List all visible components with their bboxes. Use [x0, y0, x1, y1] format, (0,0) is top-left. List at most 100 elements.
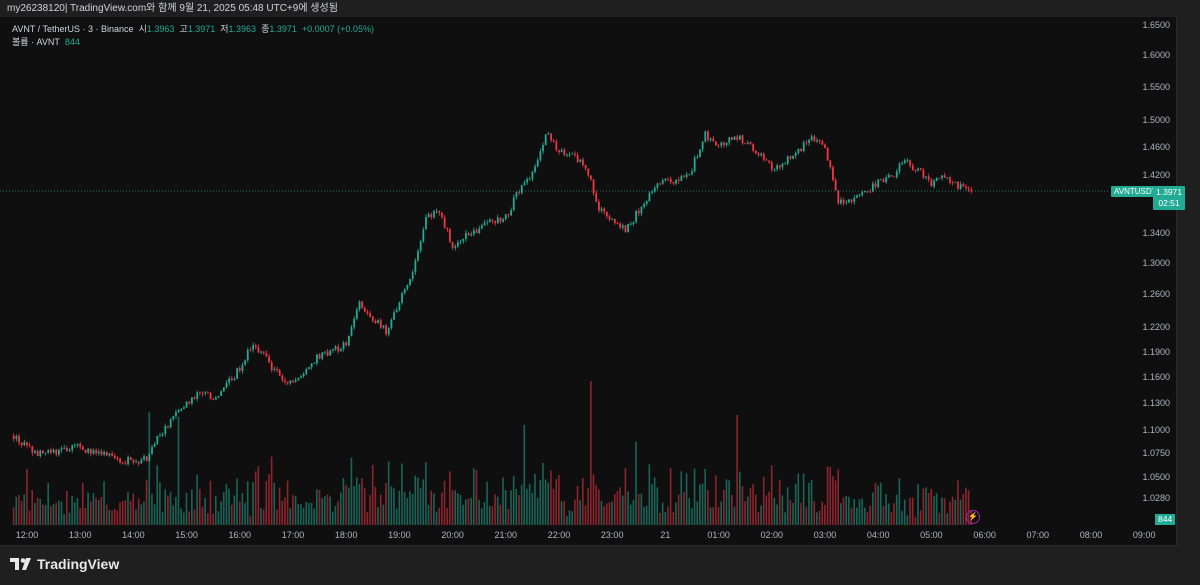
time-tick: 19:00 [388, 530, 411, 540]
candle-body [377, 320, 380, 323]
candle-body [417, 250, 419, 261]
volume-bar [707, 490, 709, 525]
volume-bar [214, 495, 217, 525]
candle-body [12, 435, 15, 439]
volume-bar [512, 475, 515, 525]
volume-bar [842, 497, 845, 525]
volume-bar [627, 491, 629, 525]
candle-body [15, 436, 18, 439]
close-label: 종 [261, 24, 270, 34]
candle-body [677, 179, 680, 182]
candle-body [688, 174, 691, 175]
volume-bar [645, 505, 648, 525]
candlestick-chart[interactable] [0, 17, 1176, 545]
volume-bar [350, 457, 353, 525]
volume-bar [326, 494, 329, 525]
candle-body [100, 451, 103, 455]
volume-bar [268, 474, 270, 525]
candle-body [784, 163, 786, 165]
volume-bar [752, 484, 754, 525]
candle-body [23, 442, 26, 446]
candle-body [943, 175, 946, 178]
volume-bar [403, 492, 406, 525]
candle-body [648, 192, 651, 202]
candle-body [701, 141, 704, 150]
volume-bar [643, 506, 645, 525]
volume-bar [741, 486, 744, 525]
volume-bar [159, 482, 161, 525]
candle-body [270, 362, 273, 370]
candle-body [592, 179, 595, 194]
volume-bar [393, 488, 395, 525]
volume-bar [717, 506, 720, 525]
candle-body [26, 442, 28, 446]
volume-bar [845, 496, 847, 525]
volume-bar [308, 502, 310, 525]
volume-bar [560, 501, 563, 525]
candle-body [528, 178, 531, 180]
candle-body [869, 191, 872, 193]
volume-bar [294, 496, 297, 525]
candle-body [71, 445, 74, 451]
volume-bar [848, 496, 850, 525]
candle-body [821, 141, 824, 145]
candle-body [699, 149, 701, 158]
volume-bar [590, 381, 592, 525]
volume-bar [523, 424, 526, 525]
candle-body [438, 210, 441, 213]
volume-bar [725, 479, 728, 525]
volume-bar [220, 501, 222, 525]
volume-bar [824, 504, 826, 525]
volume-bar [776, 504, 778, 525]
candle-body [613, 218, 616, 224]
candle-body [483, 222, 486, 226]
chart-panel[interactable]: AVNT / TetherUS · 3 · Binance 시1.3963 고1… [0, 17, 1185, 546]
lightning-icon[interactable]: ⚡ [966, 510, 980, 524]
candle-body [355, 309, 358, 319]
candle-body [568, 154, 571, 156]
symbol-title[interactable]: AVNT / TetherUS · 3 · Binance [12, 24, 134, 34]
volume-bar [345, 485, 347, 525]
volume-bar [653, 477, 656, 525]
candle-body [385, 325, 387, 335]
volume-bar [866, 511, 869, 525]
volume-bar [316, 489, 318, 525]
volume-bar [576, 485, 579, 525]
candle-body [781, 163, 784, 168]
candle-body [768, 160, 771, 163]
candle-body [858, 195, 861, 197]
candle-body [140, 459, 143, 464]
candle-body [571, 153, 574, 155]
candle-body [467, 233, 470, 236]
candle-body [808, 139, 810, 143]
candle-body [193, 397, 196, 399]
candle-body [164, 426, 167, 434]
candle-body [723, 142, 725, 145]
volume-bar [39, 498, 41, 525]
candle-body [172, 416, 175, 420]
volume-bar [906, 515, 909, 525]
volume-bar [919, 510, 922, 525]
volume-bar [685, 473, 688, 525]
candle-body [752, 144, 755, 151]
volume-bar [808, 482, 810, 525]
candle-body [486, 222, 489, 224]
volume-bar [430, 490, 433, 525]
candle-body [885, 177, 888, 183]
candle-body [959, 184, 962, 190]
candle-body [345, 342, 348, 346]
volume-bar [699, 484, 701, 525]
candle-body [249, 349, 252, 351]
candle-body [856, 195, 858, 198]
candle-body [472, 230, 475, 235]
candle-body [595, 193, 598, 202]
volume-bar [558, 474, 560, 525]
volume-bar [733, 506, 736, 525]
candle-body [930, 179, 933, 187]
volume-bar [374, 486, 377, 525]
volume-bar [451, 489, 454, 525]
candle-body [731, 137, 733, 140]
volume-bar [36, 497, 39, 525]
volume-bar [324, 496, 326, 525]
time-tick: 01:00 [707, 530, 730, 540]
